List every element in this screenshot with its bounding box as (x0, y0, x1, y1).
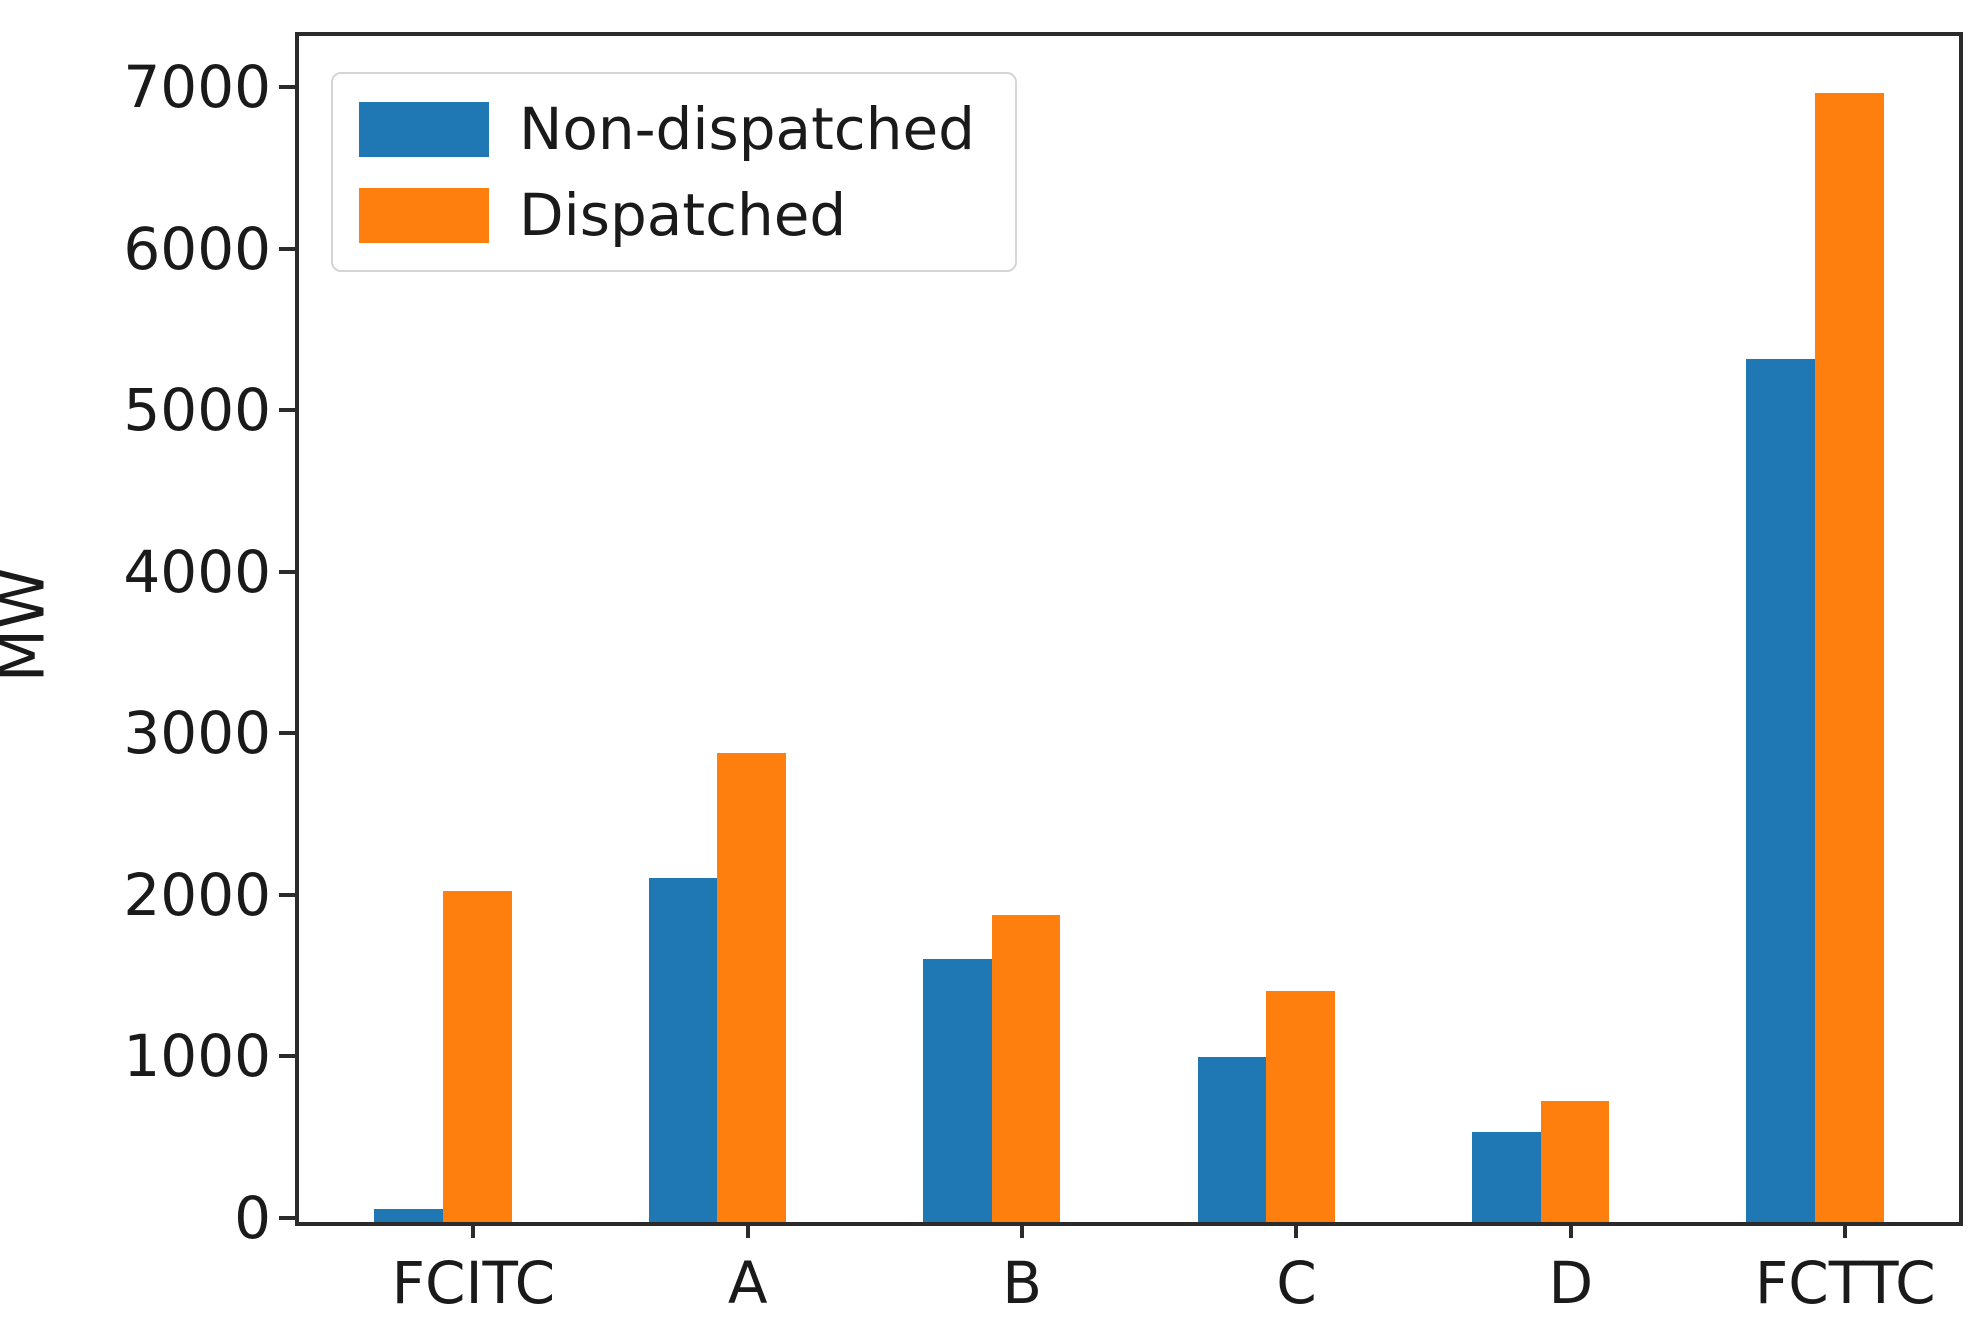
x-tick-mark (1020, 1222, 1025, 1238)
y-tick-label: 7000 (123, 52, 271, 121)
legend-item-dispatched: Dispatched (359, 186, 975, 244)
y-tick-mark (279, 1054, 295, 1059)
y-tick-label: 3000 (123, 699, 271, 768)
y-tick-label: 0 (234, 1184, 271, 1252)
x-tick-mark (745, 1222, 750, 1238)
y-tick-label: 1000 (123, 1022, 271, 1091)
legend-swatch-dispatched (359, 187, 489, 243)
legend-label-non-dispatched: Non-dispatched (519, 95, 975, 163)
y-tick-mark (279, 246, 295, 251)
bar-non-dispatched-fcitc (374, 1209, 444, 1222)
x-tick-label-d: D (1548, 1249, 1594, 1317)
y-tick-mark (279, 731, 295, 736)
y-tick-mark (279, 569, 295, 574)
bar-dispatched-a (717, 753, 787, 1222)
bar-non-dispatched-d (1471, 1131, 1541, 1222)
y-tick-label: 6000 (123, 214, 271, 283)
x-tick-label-fcitc: FCITC (391, 1249, 556, 1317)
y-tick-label: 5000 (123, 376, 271, 445)
bar-dispatched-b (991, 915, 1061, 1222)
x-tick-label-c: C (1276, 1249, 1317, 1317)
plot-area: Non-dispatched Dispatched (295, 32, 1963, 1226)
x-tick-mark (471, 1222, 476, 1238)
x-tick-mark (1294, 1222, 1299, 1238)
x-tick-label-fcttc: FCTTC (1754, 1249, 1936, 1317)
bar-dispatched-fcttc (1814, 92, 1884, 1222)
y-tick-mark (279, 408, 295, 413)
x-tick-label-a: A (727, 1249, 768, 1317)
legend: Non-dispatched Dispatched (331, 72, 1017, 272)
y-tick-label: 2000 (123, 860, 271, 929)
legend-item-non-dispatched: Non-dispatched (359, 100, 975, 158)
x-tick-label-b: B (1002, 1249, 1042, 1317)
y-axis-label: MW (0, 567, 59, 683)
x-tick-mark (1843, 1222, 1848, 1238)
bar-non-dispatched-a (648, 877, 718, 1222)
bar-dispatched-fcitc (443, 890, 512, 1222)
bar-non-dispatched-c (1197, 1057, 1267, 1222)
bar-dispatched-c (1266, 990, 1335, 1222)
legend-label-dispatched: Dispatched (519, 181, 847, 249)
legend-swatch-non-dispatched (359, 101, 489, 157)
x-tick-mark (1568, 1222, 1573, 1238)
y-tick-label: 4000 (123, 537, 271, 606)
bar-non-dispatched-b (923, 958, 992, 1222)
y-tick-mark (279, 84, 295, 89)
y-tick-mark (279, 1216, 295, 1220)
bar-dispatched-d (1540, 1100, 1610, 1222)
bar-non-dispatched-fcttc (1746, 359, 1815, 1222)
y-tick-mark (279, 892, 295, 897)
